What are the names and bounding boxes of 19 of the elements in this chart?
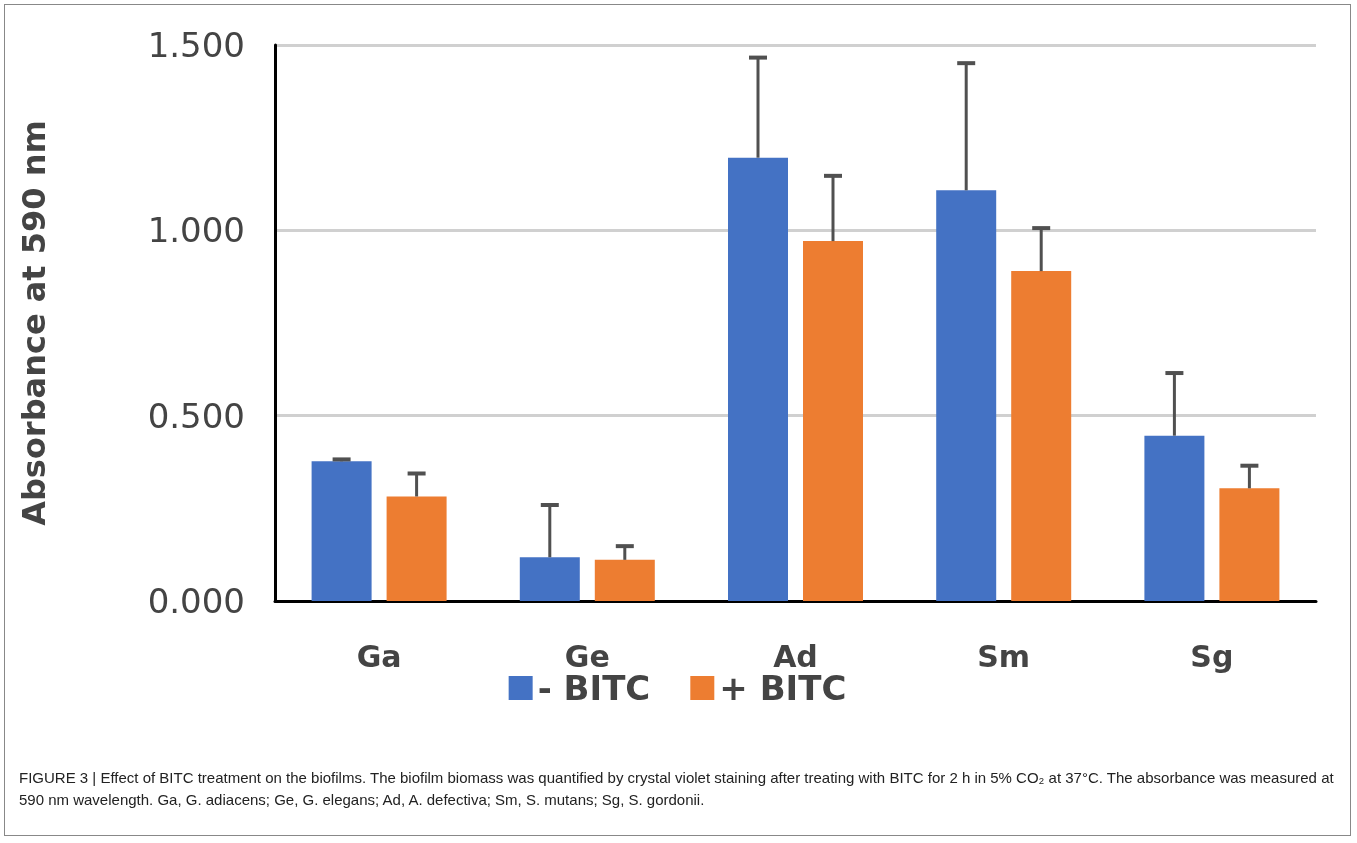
bar	[594, 559, 655, 601]
bar	[728, 157, 788, 601]
bar	[1011, 271, 1072, 601]
x-tick-label: Sg	[1190, 638, 1234, 674]
x-tick-label: Ga	[356, 638, 402, 674]
y-tick-label: 0.500	[147, 395, 245, 436]
bar	[1219, 488, 1280, 601]
bar	[311, 461, 372, 601]
bar	[1144, 435, 1205, 601]
y-tick-label: 1.500	[147, 25, 245, 65]
y-axis-title: Absorbance at 590 nm	[15, 120, 53, 526]
y-tick-label: 1.000	[147, 210, 245, 251]
bar	[386, 496, 447, 601]
x-tick-label: Sm	[977, 638, 1031, 674]
bar	[803, 241, 863, 601]
y-tick-label: 0.000	[147, 581, 245, 621]
bar	[936, 190, 997, 601]
caption: FIGURE 3 | Effect of BITC treatment on the biofilms. The biofilm biomass was quantified by crystal violet staining after treating with BITC for 2 h in 5% CO₂ at 37°C. The absorbance was measured at 590 nm wavelength. Ga, G. adiacens; Ge, G. elegans; Ad, A. defectiva; Sm, S. mutans; Sg, S. gordonii.	[19, 768, 1335, 810]
bar	[519, 557, 580, 601]
